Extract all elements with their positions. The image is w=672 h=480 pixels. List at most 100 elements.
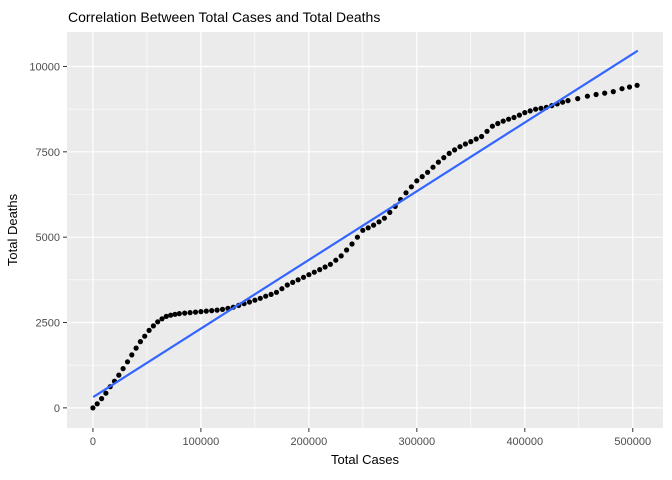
data-point xyxy=(593,91,599,98)
data-point xyxy=(376,219,382,225)
data-point xyxy=(468,139,474,145)
data-point xyxy=(565,98,571,104)
data-point xyxy=(500,118,506,124)
data-point xyxy=(172,311,178,317)
y-tick-label: 5000 xyxy=(36,232,60,244)
y-tick-label: 0 xyxy=(54,403,60,415)
data-point xyxy=(419,174,425,180)
data-point xyxy=(284,282,290,288)
y-tick-label: 10000 xyxy=(29,61,60,73)
data-point xyxy=(168,312,174,318)
data-point xyxy=(137,339,143,345)
data-point xyxy=(317,267,323,273)
data-point xyxy=(333,257,339,263)
data-point xyxy=(473,136,479,142)
data-point xyxy=(462,141,468,147)
data-point xyxy=(452,147,458,153)
data-point xyxy=(441,155,447,161)
data-point xyxy=(124,359,131,365)
data-point xyxy=(120,366,126,372)
plot-layers: 0 100000 200000 300000 400000 500000 0 2500 5000… xyxy=(29,32,663,448)
data-point xyxy=(533,106,539,112)
data-point xyxy=(414,178,420,184)
data-point xyxy=(634,82,640,88)
x-tick-label: 500000 xyxy=(614,436,651,448)
data-point xyxy=(344,247,350,253)
data-point xyxy=(263,293,269,299)
data-point xyxy=(495,120,501,127)
data-point xyxy=(116,372,122,378)
data-point xyxy=(129,352,135,358)
data-point xyxy=(252,297,258,303)
data-point xyxy=(360,227,366,233)
data-point xyxy=(425,169,431,175)
data-point xyxy=(381,215,387,221)
data-point xyxy=(538,105,544,111)
x-axis-title: Total Cases xyxy=(331,452,399,467)
data-point xyxy=(176,311,182,317)
data-point xyxy=(322,264,328,270)
data-point xyxy=(187,310,193,316)
data-point xyxy=(338,253,344,259)
data-point xyxy=(142,333,148,339)
data-point xyxy=(246,299,253,305)
data-point xyxy=(575,96,581,102)
data-point xyxy=(506,116,512,122)
data-point xyxy=(306,272,312,278)
y-tick-label: 2500 xyxy=(36,318,60,330)
data-point xyxy=(522,110,528,116)
data-point xyxy=(257,295,263,301)
data-point xyxy=(610,89,616,95)
data-point xyxy=(327,261,333,267)
data-point xyxy=(527,108,533,114)
x-tick-label: 400000 xyxy=(506,436,543,448)
data-point xyxy=(219,306,226,312)
data-point xyxy=(163,313,169,319)
data-point xyxy=(295,277,301,283)
data-point xyxy=(602,90,608,96)
data-point xyxy=(198,309,204,315)
data-point xyxy=(354,234,360,240)
data-point xyxy=(349,241,355,247)
data-point xyxy=(619,86,625,92)
y-tick-label: 7500 xyxy=(36,147,60,159)
data-point xyxy=(365,225,371,231)
data-point xyxy=(435,159,441,165)
data-point xyxy=(209,308,215,314)
data-point xyxy=(430,164,436,170)
data-point xyxy=(560,99,566,105)
data-point xyxy=(159,316,165,322)
regression-line xyxy=(92,50,639,398)
x-tick-label: 100000 xyxy=(183,436,220,448)
data-point xyxy=(103,390,109,396)
y-axis-title: Total Deaths xyxy=(5,193,20,266)
data-point xyxy=(99,396,105,402)
data-point xyxy=(403,190,409,196)
data-point xyxy=(446,150,452,156)
data-point xyxy=(457,144,463,150)
data-point xyxy=(146,327,152,333)
data-point xyxy=(192,309,199,315)
data-point xyxy=(268,291,274,297)
data-point xyxy=(133,345,139,351)
data-point xyxy=(90,405,96,411)
data-point xyxy=(408,184,414,190)
data-point xyxy=(182,310,188,316)
data-point xyxy=(155,319,161,325)
data-point xyxy=(273,289,280,295)
data-point xyxy=(484,128,490,134)
chart-title: Correlation Between Total Cases and Tota… xyxy=(68,9,380,25)
data-point xyxy=(279,286,285,292)
data-point xyxy=(516,112,523,118)
data-point xyxy=(626,84,633,90)
data-point xyxy=(311,269,317,275)
data-point xyxy=(387,209,393,215)
data-point xyxy=(300,274,307,280)
data-point xyxy=(511,114,517,121)
x-tick-label: 0 xyxy=(90,436,96,448)
data-point xyxy=(150,323,156,329)
data-point xyxy=(203,308,209,314)
data-point xyxy=(214,307,220,313)
